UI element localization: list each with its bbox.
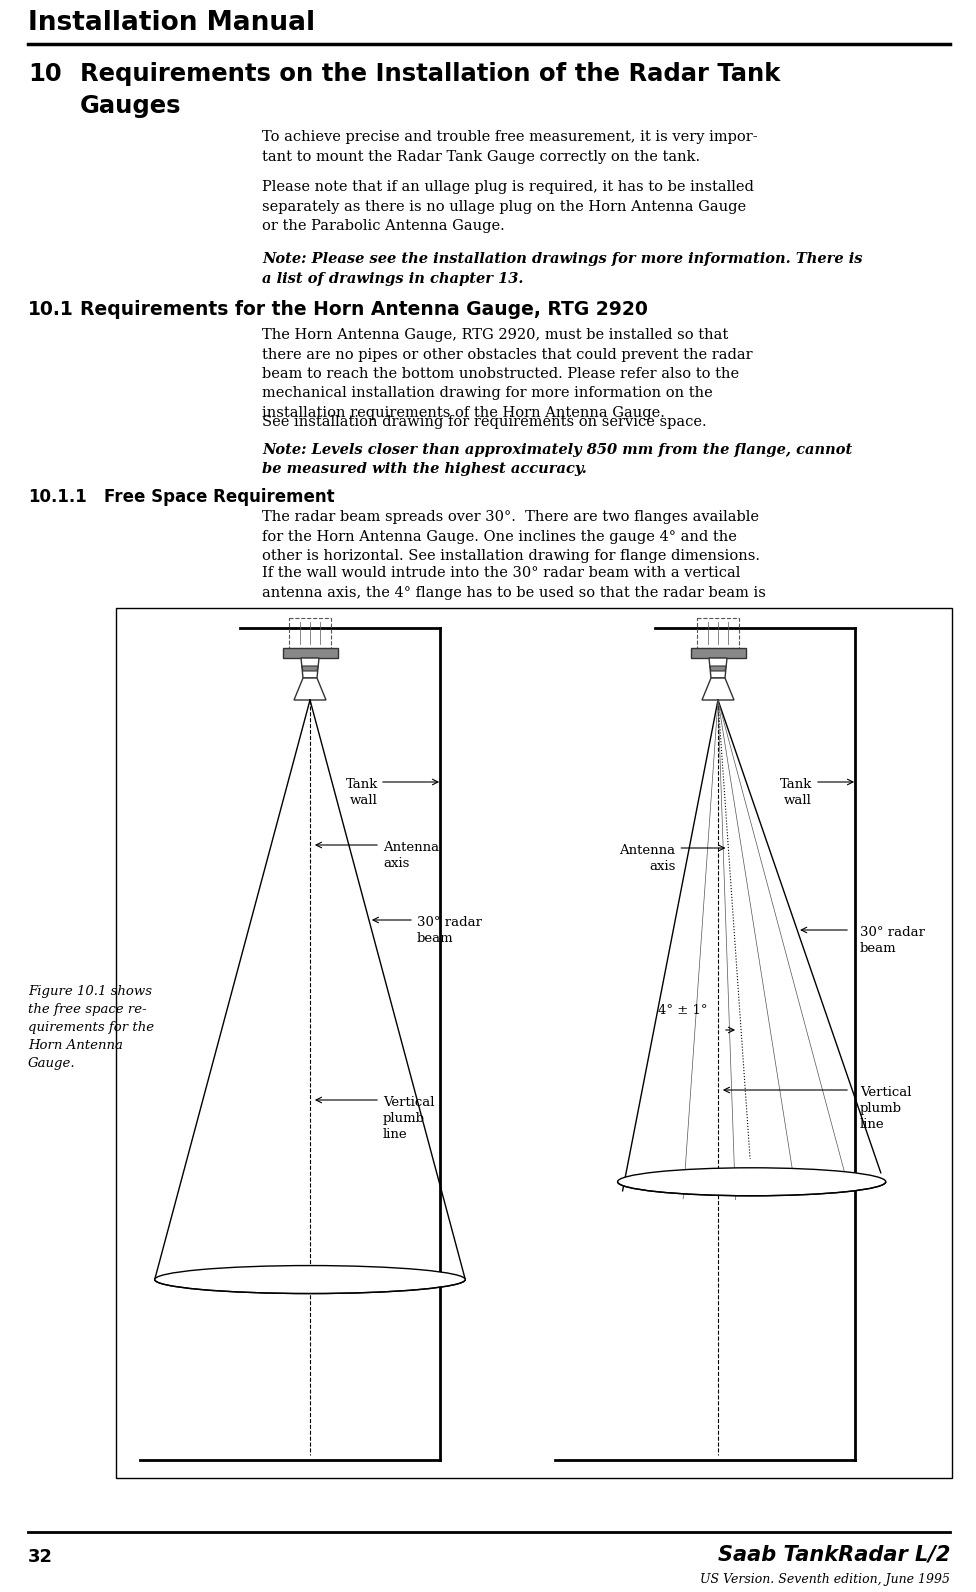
Text: The radar beam spreads over 30°.  There are two flanges available
for the Horn A: The radar beam spreads over 30°. There a… <box>262 509 760 564</box>
Text: 30° radar
beam: 30° radar beam <box>417 915 482 946</box>
Bar <box>116 608 952 1477</box>
Text: US Version. Seventh edition, June 1995: US Version. Seventh edition, June 1995 <box>700 1573 950 1586</box>
Text: 32: 32 <box>28 1547 53 1567</box>
Text: Note: Levels closer than approximately 850 mm from the flange, cannot
be measure: Note: Levels closer than approximately 8… <box>262 443 852 476</box>
Polygon shape <box>690 648 746 657</box>
Text: Vertical
plumb
line: Vertical plumb line <box>860 1086 912 1130</box>
Text: 30° radar
beam: 30° radar beam <box>860 927 925 955</box>
Text: To achieve precise and trouble free measurement, it is very impor-
tant to mount: To achieve precise and trouble free meas… <box>262 131 757 164</box>
Text: Gauges: Gauges <box>80 94 182 118</box>
Text: 4° ± 1°: 4° ± 1° <box>659 1005 708 1017</box>
Polygon shape <box>301 657 319 678</box>
Text: The Horn Antenna Gauge, RTG 2920, must be installed so that
there are no pipes o: The Horn Antenna Gauge, RTG 2920, must b… <box>262 328 752 420</box>
Text: 10: 10 <box>28 62 61 86</box>
Text: Figure 10.1 shows
the free space re-
quirements for the
Horn Antenna
Gauge.: Figure 10.1 shows the free space re- qui… <box>28 985 154 1070</box>
Polygon shape <box>294 678 326 700</box>
Ellipse shape <box>618 1169 886 1196</box>
Text: Tank
wall: Tank wall <box>346 778 378 807</box>
Ellipse shape <box>155 1266 466 1294</box>
Text: 10.1: 10.1 <box>28 299 74 318</box>
Text: Requirements on the Installation of the Radar Tank: Requirements on the Installation of the … <box>80 62 781 86</box>
Text: 10.1.1: 10.1.1 <box>28 489 87 506</box>
Text: If the wall would intrude into the 30° radar beam with a vertical
antenna axis, : If the wall would intrude into the 30° r… <box>262 567 766 600</box>
Text: Vertical
plumb
line: Vertical plumb line <box>383 1095 434 1141</box>
Text: Please note that if an ullage plug is required, it has to be installed
separatel: Please note that if an ullage plug is re… <box>262 180 753 232</box>
Text: Tank
wall: Tank wall <box>780 778 812 807</box>
Text: Requirements for the Horn Antenna Gauge, RTG 2920: Requirements for the Horn Antenna Gauge,… <box>80 299 648 318</box>
Text: Antenna
axis: Antenna axis <box>383 841 439 869</box>
Text: Antenna
axis: Antenna axis <box>619 844 675 872</box>
Text: Free Space Requirement: Free Space Requirement <box>104 489 335 506</box>
Text: Saab TankRadar L/2: Saab TankRadar L/2 <box>717 1544 950 1565</box>
Text: Note: Please see the installation drawings for more information. There is
a list: Note: Please see the installation drawin… <box>262 252 863 285</box>
Text: Installation Manual: Installation Manual <box>28 10 315 37</box>
Polygon shape <box>702 678 734 700</box>
Polygon shape <box>710 665 726 670</box>
Polygon shape <box>302 665 318 670</box>
Polygon shape <box>282 648 338 657</box>
Text: See installation drawing for requirements on service space.: See installation drawing for requirement… <box>262 416 707 428</box>
Polygon shape <box>709 657 727 678</box>
